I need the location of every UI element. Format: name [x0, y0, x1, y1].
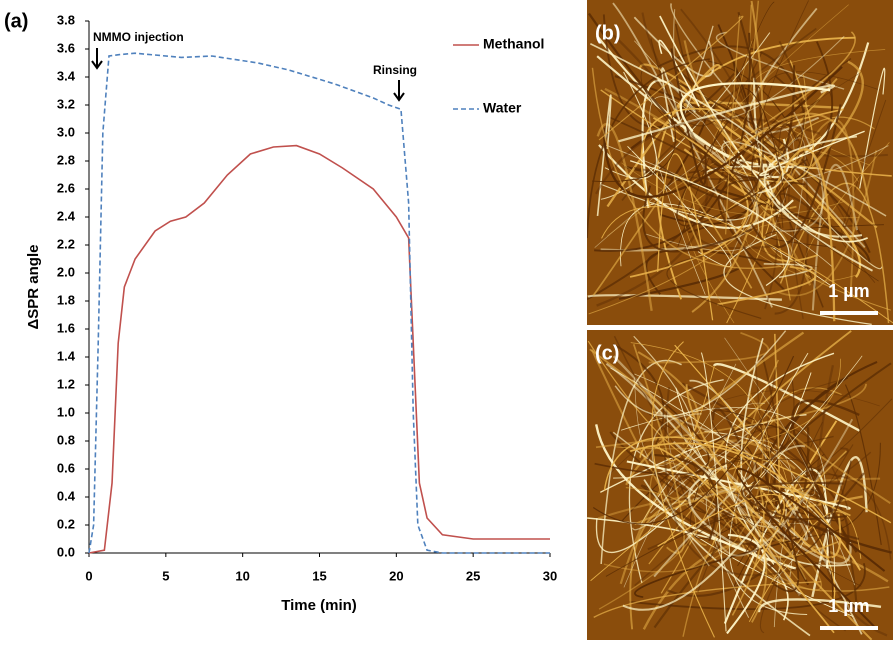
- legend-label: Methanol: [483, 36, 544, 52]
- panel-label: (a): [4, 10, 28, 32]
- scale-bar-label: 1 µm: [828, 281, 869, 301]
- x-tick-label: 25: [466, 568, 480, 583]
- y-tick-label: 2.0: [57, 264, 75, 279]
- annotation: NMMO injection: [93, 30, 184, 44]
- y-axis-title: ΔSPR angle: [25, 245, 42, 330]
- x-tick-label: 30: [543, 568, 557, 583]
- x-tick-label: 10: [235, 568, 249, 583]
- x-tick-label: 5: [162, 568, 169, 583]
- annotation-arrow: [394, 80, 404, 100]
- image-label: (c): [595, 342, 619, 364]
- y-tick-label: 0.0: [57, 544, 75, 559]
- y-tick-label: 2.6: [57, 180, 75, 195]
- scale-bar: [820, 626, 878, 630]
- y-tick-label: 0.2: [57, 516, 75, 531]
- y-tick-label: 0.4: [57, 488, 76, 503]
- scale-bar-label: 1 µm: [828, 596, 869, 616]
- y-tick-label: 1.2: [57, 376, 75, 391]
- legend-label: Water: [483, 100, 522, 116]
- series-line: [89, 146, 550, 553]
- figure: (a) Time (min) ΔSPR angle NMMO injection…: [0, 0, 893, 640]
- afm-image: [587, 330, 893, 640]
- y-tick-label: 2.8: [57, 152, 75, 167]
- image-label: (b): [595, 22, 621, 44]
- y-tick-label: 3.4: [57, 68, 76, 83]
- y-tick-label: 3.8: [57, 12, 75, 27]
- y-tick-label: 1.8: [57, 292, 75, 307]
- series-line: [89, 53, 550, 553]
- x-tick-label: 20: [389, 568, 403, 583]
- x-axis-title: Time (min): [281, 597, 357, 614]
- y-tick-label: 1.6: [57, 320, 75, 335]
- y-tick-label: 0.8: [57, 432, 75, 447]
- y-tick-label: 1.4: [57, 348, 76, 363]
- y-tick-label: 2.2: [57, 236, 75, 251]
- y-tick-label: 1.0: [57, 404, 75, 419]
- annotation-arrow: [92, 48, 102, 68]
- annotation: Rinsing: [373, 63, 417, 77]
- y-tick-label: 3.2: [57, 96, 75, 111]
- scale-bar: [820, 311, 878, 315]
- x-tick-label: 15: [312, 568, 326, 583]
- x-tick-label: 0: [85, 568, 92, 583]
- afm-image: [587, 0, 893, 325]
- y-tick-label: 0.6: [57, 460, 75, 475]
- y-tick-label: 3.6: [57, 40, 75, 55]
- y-tick-label: 3.0: [57, 124, 75, 139]
- y-tick-label: 2.4: [57, 208, 76, 223]
